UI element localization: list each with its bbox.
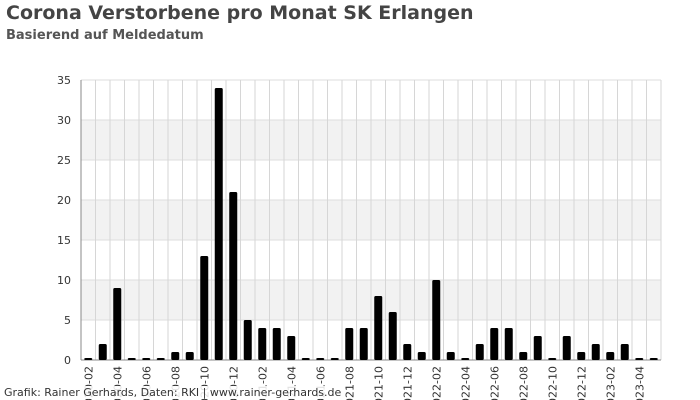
bar-2021-11 <box>388 312 397 360</box>
x-tick-label: 2021-12 <box>401 366 414 400</box>
bar-2020-04 <box>113 288 122 360</box>
bar-2020-11 <box>214 88 223 360</box>
bar-2023-01 <box>591 344 600 360</box>
bar-2021-12 <box>403 344 412 360</box>
y-tick-label: 20 <box>57 194 71 207</box>
chart-title: Corona Verstorbene pro Monat SK Erlangen <box>6 2 474 24</box>
bar-2022-09 <box>533 336 542 360</box>
bar-2021-04 <box>287 336 296 360</box>
bar-2021-06 <box>316 358 325 360</box>
bar-2020-09 <box>185 352 194 360</box>
bar-2022-11 <box>562 336 571 360</box>
bar-2020-06 <box>142 358 151 360</box>
x-tick-label: 2022-08 <box>517 366 530 400</box>
bar-2023-05 <box>649 358 658 360</box>
bar-2021-01 <box>243 320 252 360</box>
y-tick-label: 0 <box>64 354 71 367</box>
source-credit: Grafik: Rainer Gerhards, Daten: RKI | ww… <box>4 386 342 399</box>
bar-2020-10 <box>200 256 209 360</box>
bar-2022-12 <box>577 352 586 360</box>
bar-2022-02 <box>432 280 441 360</box>
bar-2022-08 <box>519 352 528 360</box>
y-tick-label: 5 <box>64 314 71 327</box>
bar-2020-03 <box>98 344 107 360</box>
x-tick-label: 2022-04 <box>459 366 472 400</box>
x-tick-label: 2021-10 <box>372 366 385 400</box>
x-tick-label: 2023-04 <box>633 366 646 400</box>
bar-2022-10 <box>548 358 557 360</box>
bar-2023-02 <box>606 352 615 360</box>
bar-2021-07 <box>330 358 339 360</box>
bar-2022-03 <box>446 352 455 360</box>
chart-subtitle: Basierend auf Meldedatum <box>6 28 204 43</box>
y-tick-label: 30 <box>57 114 71 127</box>
bar-2022-04 <box>461 358 470 360</box>
x-tick-label: 2022-06 <box>488 366 501 400</box>
y-tick-label: 35 <box>57 74 71 87</box>
bar-2021-10 <box>374 296 383 360</box>
bar-2020-12 <box>229 192 238 360</box>
bar-2020-02 <box>84 358 93 360</box>
bar-2021-05 <box>301 358 310 360</box>
bar-2023-04 <box>635 358 644 360</box>
bar-2020-07 <box>156 358 165 360</box>
bar-2021-09 <box>359 328 368 360</box>
bar-2021-02 <box>258 328 267 360</box>
bar-2022-06 <box>490 328 499 360</box>
y-tick-label: 10 <box>57 274 71 287</box>
bar-2023-03 <box>620 344 629 360</box>
x-tick-label: 2023-02 <box>604 366 617 400</box>
bar-2021-08 <box>345 328 354 360</box>
bar-2022-05 <box>475 344 484 360</box>
x-tick-label: 2022-02 <box>430 366 443 400</box>
x-tick-label: 2021-08 <box>343 366 356 400</box>
bar-2020-05 <box>127 358 136 360</box>
y-tick-label: 15 <box>57 234 71 247</box>
bar-2022-07 <box>504 328 513 360</box>
bar-2021-03 <box>272 328 281 360</box>
bar-2020-08 <box>171 352 180 360</box>
x-tick-label: 2022-12 <box>575 366 588 400</box>
x-tick-label: 2022-10 <box>546 366 559 400</box>
bar-2022-01 <box>417 352 426 360</box>
y-tick-label: 25 <box>57 154 71 167</box>
